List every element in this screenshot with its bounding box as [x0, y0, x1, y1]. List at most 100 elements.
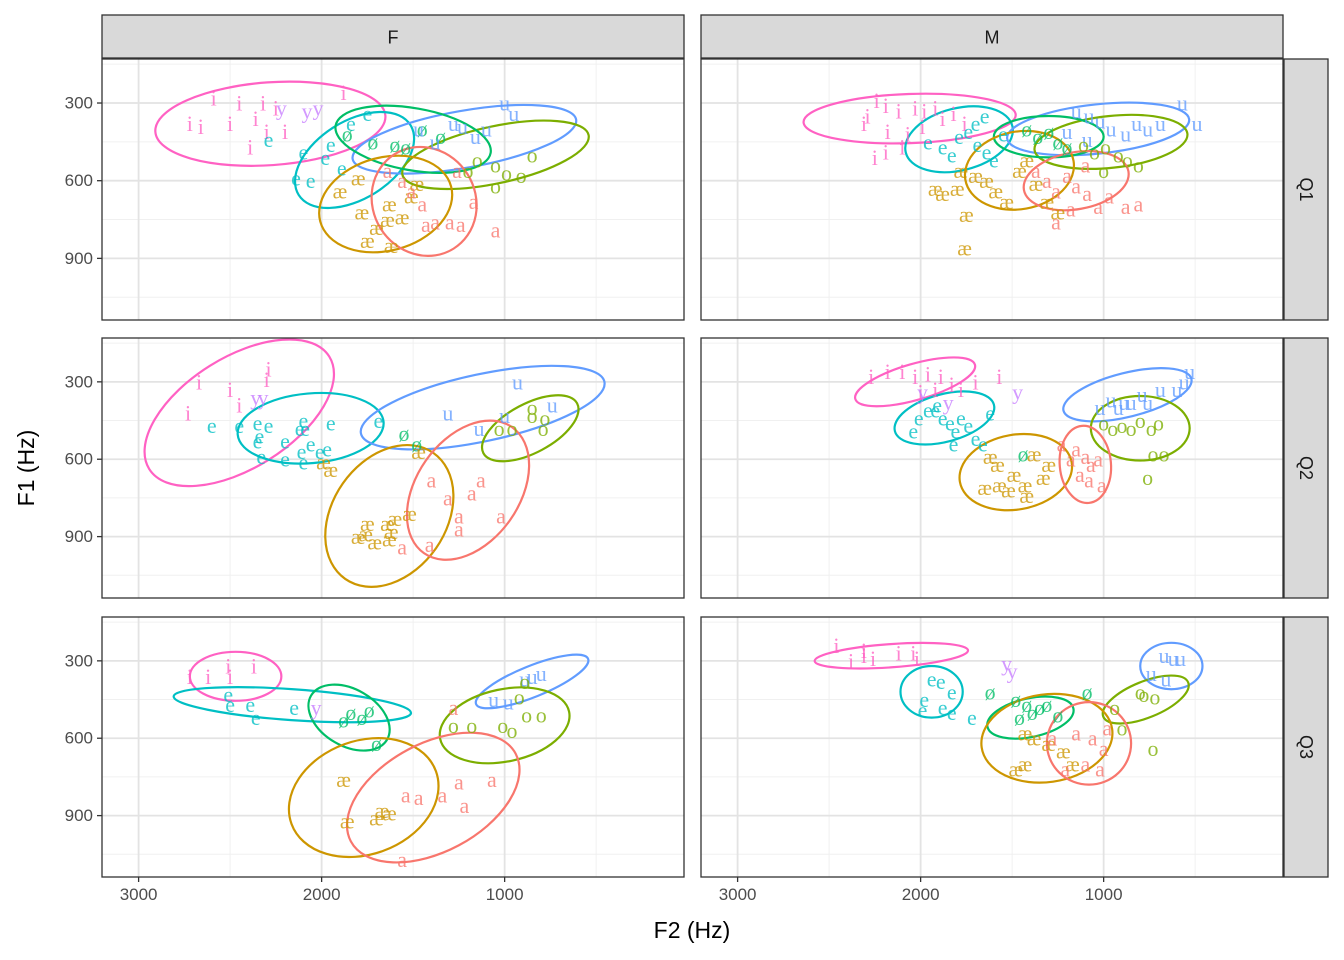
- ellipse-u: [1062, 367, 1193, 423]
- vowel-point-o: o: [448, 713, 459, 738]
- vowel-point-e: e: [956, 405, 966, 430]
- y-tick-label: 900: [65, 806, 93, 825]
- vowel-point-e: e: [306, 168, 316, 193]
- ellipse-e: [904, 105, 1014, 174]
- vowel-point-æ: æ: [382, 192, 397, 217]
- vowel-point-e: e: [264, 127, 274, 152]
- vowel-point-i: i: [885, 119, 891, 144]
- vowel-point-y: y: [943, 390, 954, 415]
- vowel-point-ø: ø: [398, 421, 409, 446]
- ellipse-ø: [307, 683, 391, 752]
- vowel-point-æ: æ: [369, 806, 384, 831]
- vowel-point-æ: æ: [1007, 462, 1022, 487]
- vowel-point-o: o: [536, 703, 547, 728]
- vowel-point-u: u: [508, 101, 519, 126]
- vowel-point-æ: æ: [395, 204, 410, 229]
- vowel-point-u: u: [1146, 661, 1157, 686]
- vowel-point-e: e: [947, 700, 957, 725]
- ellipse-i: [154, 80, 387, 167]
- vowel-point-a: a: [414, 785, 424, 810]
- vowel-point-e: e: [295, 416, 305, 441]
- vowel-point-ø: ø: [417, 116, 428, 141]
- vowel-point-æ: æ: [983, 444, 998, 469]
- vowel-point-a: a: [397, 168, 407, 193]
- vowel-point-e: e: [971, 426, 981, 451]
- vowel-point-æ: æ: [957, 236, 972, 261]
- vowel-point-e: e: [298, 140, 308, 165]
- vowel-point-o: o: [1116, 413, 1127, 438]
- vowel-point-ø: ø: [1052, 703, 1063, 728]
- vowel-point-æ: æ: [384, 233, 399, 258]
- vowel-point-æ: æ: [1018, 752, 1033, 777]
- vowel-point-e: e: [967, 705, 977, 730]
- vowel-point-a: a: [452, 158, 462, 183]
- vowel-point-e: e: [936, 669, 946, 694]
- vowel-point-i: i: [938, 364, 944, 389]
- vowel-point-u: u: [442, 400, 453, 425]
- vowel-point-o: o: [1126, 416, 1137, 441]
- vowel-point-u: u: [1142, 390, 1153, 415]
- vowel-point-æ: æ: [380, 511, 395, 536]
- vowel-point-e: e: [908, 418, 918, 443]
- vowel-point-a: a: [445, 210, 455, 235]
- vowel-point-ø: ø: [411, 431, 422, 456]
- ellipse-æ: [318, 154, 454, 254]
- vowel-point-e: e: [306, 431, 316, 456]
- vowel-point-u: u: [1177, 91, 1188, 116]
- vowel-point-u: u: [1171, 377, 1182, 402]
- ellipse-o: [1101, 674, 1190, 725]
- ellipse-u: [474, 653, 590, 710]
- panel-border: [700, 58, 1284, 321]
- vowel-point-e: e: [255, 424, 265, 449]
- vowel-point-u: u: [1159, 643, 1170, 668]
- panel-border: [101, 337, 685, 599]
- vowel-point-ø: ø: [1027, 700, 1038, 725]
- vowel-point-o: o: [527, 403, 538, 428]
- vowel-point-æ: æ: [1040, 189, 1055, 214]
- vowel-point-a: a: [1080, 752, 1090, 777]
- panel-background: [102, 617, 684, 877]
- vowel-point-ø: ø: [1041, 692, 1052, 717]
- vowel-point-a: a: [427, 467, 437, 492]
- vowel-point-i: i: [225, 654, 231, 679]
- vowel-point-o: o: [1122, 147, 1133, 172]
- vowel-point-æ: æ: [1041, 731, 1056, 756]
- vowel-point-a: a: [406, 179, 416, 204]
- vowel-point-i: i: [341, 80, 347, 105]
- vowel-point-e: e: [923, 398, 933, 423]
- y-tick-label: 600: [65, 171, 93, 190]
- vowel-point-o: o: [1100, 135, 1111, 160]
- ellipse-a: [370, 145, 478, 257]
- vowel-point-e: e: [322, 436, 332, 461]
- vowel-point-e: e: [972, 132, 982, 157]
- y-tick-label: 300: [65, 372, 93, 391]
- vowel-point-o: o: [1133, 153, 1144, 178]
- vowel-point-æ: æ: [1018, 721, 1033, 746]
- vowel-point-æ: æ: [375, 798, 390, 823]
- vowel-point-a: a: [454, 770, 464, 795]
- vowel-point-a: a: [1080, 444, 1090, 469]
- vowel-point-i: i: [883, 93, 889, 118]
- vowel-point-a: a: [425, 532, 435, 557]
- vowel-point-ø: ø: [1010, 687, 1021, 712]
- vowel-point-y: y: [917, 380, 928, 405]
- vowel-point-e: e: [923, 129, 933, 154]
- vowel-point-o: o: [1089, 140, 1100, 165]
- vowel-point-u: u: [1084, 103, 1095, 128]
- vowel-point-u: u: [1120, 122, 1131, 147]
- vowel-point-i: i: [861, 643, 867, 668]
- vowel-point-e: e: [251, 705, 261, 730]
- vowel-point-e: e: [300, 416, 310, 441]
- vowel-point-u: u: [1113, 395, 1124, 420]
- vowel-point-i: i: [864, 103, 870, 128]
- x-axis-title: F2 (Hz): [654, 917, 731, 943]
- panel-grid: [701, 338, 1283, 598]
- strip-row-Q1: [1283, 58, 1329, 321]
- ellipse-u: [351, 103, 578, 175]
- vowel-point-a: a: [1048, 726, 1058, 751]
- vowel-point-æ: æ: [380, 207, 395, 232]
